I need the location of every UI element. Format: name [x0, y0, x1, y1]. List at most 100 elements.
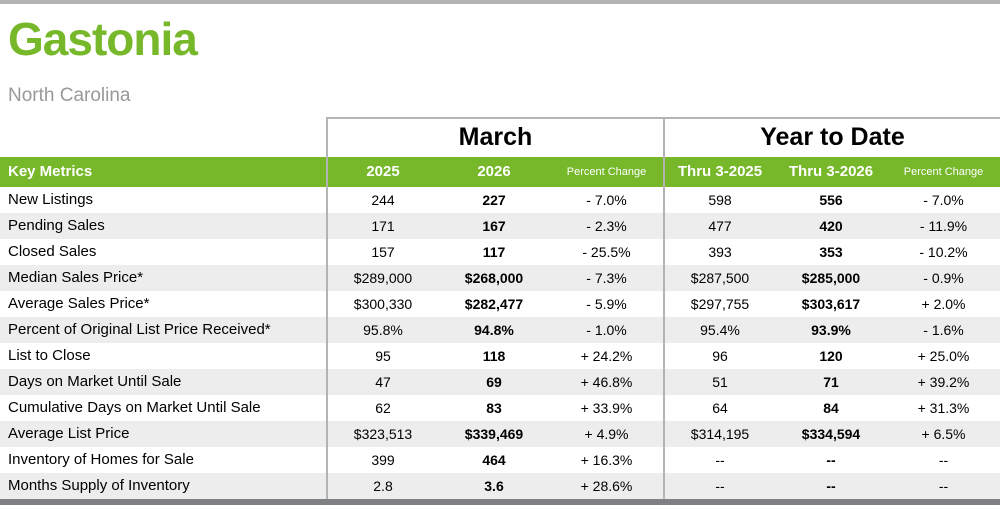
march-2026-value: $339,469 — [464, 426, 524, 442]
ytd-percent-change-value: + 2.0% — [921, 296, 966, 312]
ytd-2025-value: 64 — [663, 395, 775, 421]
page-subtitle: North Carolina — [8, 85, 131, 106]
ytd-2025-value: 51 — [663, 369, 775, 395]
table-row: Inventory of Homes for Sale 399 464 + 16… — [0, 447, 1000, 473]
metric-label: Closed Sales — [8, 243, 97, 260]
column-header-march-2025: 2025 — [326, 157, 438, 187]
table-row: Median Sales Price* $289,000 $268,000 - … — [0, 265, 1000, 291]
ytd-percent-change-value: -- — [938, 452, 949, 468]
metric-label: Cumulative Days on Market Until Sale — [8, 399, 261, 416]
report-header: Gastonia North Carolina — [0, 4, 1000, 117]
march-percent-change-value: + 4.9% — [584, 426, 629, 442]
march-2025-value: $300,330 — [326, 291, 438, 317]
march-2025-value: 157 — [326, 239, 438, 265]
march-percent-change-value: - 25.5% — [582, 244, 631, 260]
ytd-2026-value: $303,617 — [801, 296, 861, 312]
march-2025-value: 47 — [326, 369, 438, 395]
column-header-ytd-thru-2025: Thru 3-2025 — [663, 157, 775, 187]
metric-label: Inventory of Homes for Sale — [8, 451, 194, 468]
key-metrics-table: March Year to Date Key Metrics 2025 2026… — [0, 117, 1000, 499]
table-row: List to Close 95 118 + 24.2% 96 120 + 25… — [0, 343, 1000, 369]
ytd-percent-change-value: + 6.5% — [921, 426, 966, 442]
march-2026-value: 83 — [486, 400, 502, 416]
ytd-2026-value: 84 — [823, 400, 839, 416]
table-row: Days on Market Until Sale 47 69 + 46.8% … — [0, 369, 1000, 395]
group-header-march: March — [326, 117, 663, 157]
march-2025-value: 171 — [326, 213, 438, 239]
march-2025-value: 62 — [326, 395, 438, 421]
march-2026-value: 118 — [482, 348, 506, 364]
ytd-2026-value: 71 — [823, 374, 839, 390]
ytd-percent-change-value: + 31.3% — [917, 400, 970, 416]
ytd-2025-value: -- — [663, 473, 775, 499]
ytd-percent-change-value: -- — [938, 478, 949, 494]
column-header-row: Key Metrics 2025 2026 Percent Change Thr… — [0, 157, 1000, 187]
ytd-2025-value: 598 — [663, 187, 775, 213]
march-2025-value: $289,000 — [326, 265, 438, 291]
ytd-percent-change-value: - 1.6% — [923, 322, 964, 338]
column-header-ytd-thru-2026: Thru 3-2026 — [788, 163, 874, 180]
march-percent-change-value: - 7.3% — [586, 270, 627, 286]
march-2025-value: 399 — [326, 447, 438, 473]
march-percent-change-value: + 28.6% — [580, 478, 633, 494]
ytd-2025-value: $314,195 — [663, 421, 775, 447]
march-2025-value: 95.8% — [326, 317, 438, 343]
metric-label: Average List Price — [8, 425, 130, 442]
table-row: New Listings 244 227 - 7.0% 598 556 - 7.… — [0, 187, 1000, 213]
ytd-2026-value: $334,594 — [801, 426, 861, 442]
group-header-year-to-date: Year to Date — [663, 117, 1000, 157]
march-2026-value: 167 — [482, 218, 506, 234]
march-2026-value: 117 — [482, 244, 506, 260]
column-header-march-2026: 2026 — [477, 163, 511, 180]
march-percent-change-value: + 46.8% — [580, 374, 633, 390]
march-2026-value: 464 — [482, 452, 506, 468]
march-2026-value: 227 — [482, 192, 506, 208]
metric-label: List to Close — [8, 347, 91, 364]
march-percent-change-value: + 33.9% — [580, 400, 633, 416]
group-header-spacer — [0, 117, 326, 157]
march-2025-value: 95 — [326, 343, 438, 369]
ytd-2025-value: $297,755 — [663, 291, 775, 317]
ytd-2026-value: 353 — [819, 244, 843, 260]
march-2026-value: 94.8% — [474, 322, 514, 338]
metric-label: Percent of Original List Price Received* — [8, 321, 271, 338]
ytd-2026-value: -- — [826, 452, 836, 468]
march-percent-change-value: - 1.0% — [586, 322, 627, 338]
march-2025-value: 244 — [326, 187, 438, 213]
group-header-row: March Year to Date — [0, 117, 1000, 157]
top-divider-bar — [0, 0, 1000, 4]
march-2025-value: $323,513 — [326, 421, 438, 447]
ytd-2026-value: 93.9% — [811, 322, 851, 338]
metric-label: Days on Market Until Sale — [8, 373, 182, 390]
metric-label: Average Sales Price* — [8, 295, 150, 312]
ytd-percent-change-value: - 7.0% — [923, 192, 964, 208]
table-row: Months Supply of Inventory 2.8 3.6 + 28.… — [0, 473, 1000, 499]
ytd-2025-value: 393 — [663, 239, 775, 265]
table-row: Pending Sales 171 167 - 2.3% 477 420 - 1… — [0, 213, 1000, 239]
table-row: Percent of Original List Price Received*… — [0, 317, 1000, 343]
ytd-percent-change-value: + 25.0% — [917, 348, 970, 364]
ytd-2025-value: 96 — [663, 343, 775, 369]
ytd-percent-change-value: - 10.2% — [919, 244, 968, 260]
ytd-2026-value: 120 — [819, 348, 843, 364]
metric-label: New Listings — [8, 191, 94, 208]
march-2026-value: 69 — [486, 374, 502, 390]
ytd-2026-value: $285,000 — [801, 270, 861, 286]
ytd-2026-value: -- — [826, 478, 836, 494]
ytd-2026-value: 556 — [819, 192, 843, 208]
march-2026-value: 3.6 — [484, 478, 504, 494]
metric-label: Pending Sales — [8, 217, 105, 234]
march-percent-change-value: - 5.9% — [586, 296, 627, 312]
table-body: New Listings 244 227 - 7.0% 598 556 - 7.… — [0, 187, 1000, 499]
page-title: Gastonia — [8, 13, 198, 65]
march-percent-change-value: + 16.3% — [580, 452, 633, 468]
ytd-2025-value: 477 — [663, 213, 775, 239]
march-2026-value: $268,000 — [464, 270, 524, 286]
table-row: Average List Price $323,513 $339,469 + 4… — [0, 421, 1000, 447]
metric-label: Months Supply of Inventory — [8, 477, 190, 494]
march-2026-value: $282,477 — [464, 296, 524, 312]
table-row: Cumulative Days on Market Until Sale 62 … — [0, 395, 1000, 421]
ytd-percent-change-value: - 0.9% — [923, 270, 964, 286]
table-row: Closed Sales 157 117 - 25.5% 393 353 - 1… — [0, 239, 1000, 265]
ytd-percent-change-value: + 39.2% — [917, 374, 970, 390]
